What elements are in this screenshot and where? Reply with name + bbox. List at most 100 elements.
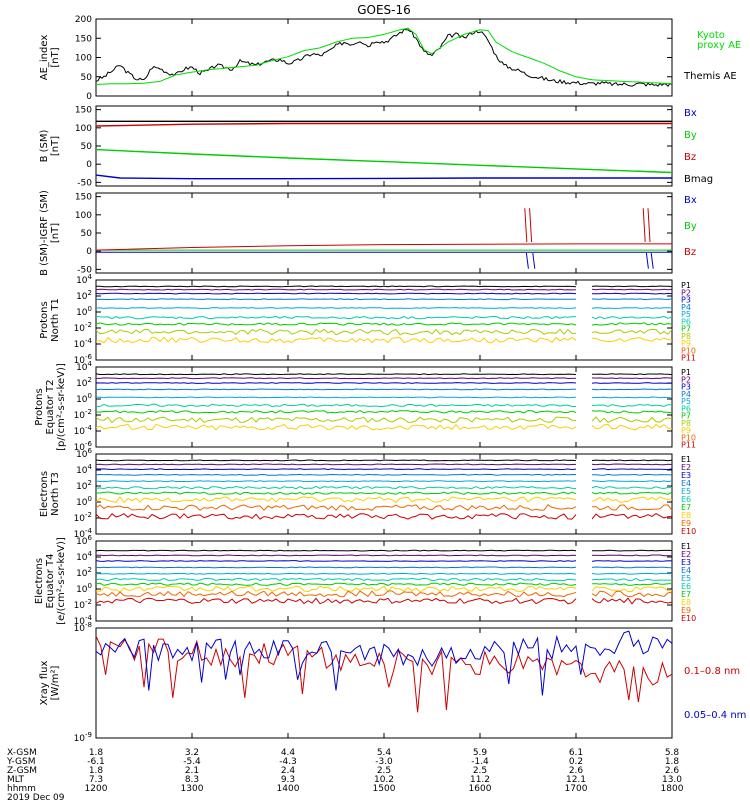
orbit-value: 5.8 [665,748,680,758]
channel-line-e7 [95,582,577,586]
legend-kyoto: Kyoto [697,30,725,41]
channel-line-e6 [95,577,577,582]
channel-line-e2 [591,463,673,466]
spike-mark [642,208,646,243]
orbit-value: -1.4 [471,757,489,767]
legend-channel-e10: E10 [681,527,696,536]
legend-channel-e9: E9 [681,606,691,615]
legend-0-1-0-8-nm: 0.1–0.8 nm [684,666,740,677]
y-tick-label: 10-4 [74,424,93,437]
legend-channel-e10: E10 [681,614,696,623]
channel-line-p7 [95,322,577,326]
panel-frame [95,18,673,97]
panel-bigrf: -50 0 50 100 150 B (SM)-IGRF (SM) [nT] Bx By Bz [39,190,697,276]
legend-0-05-0-4-nm: 0.05–0.4 nm [684,710,746,721]
channel-line-e5 [95,572,577,575]
channel-line-p6 [591,315,673,320]
channel-line-p8 [95,328,577,336]
orbit-row-label: Y-GSM [6,757,35,767]
legend-channel-e5: E5 [681,574,691,583]
orbit-value: 1600 [469,784,492,794]
chart-title: GOES-16 [357,3,411,17]
y-tick-label: 200 [75,15,92,25]
orbit-value: 1.8 [89,766,104,776]
orbit-value: 11.2 [470,775,490,785]
series-line-bz [95,122,672,127]
y-tick-label: 102 [76,479,92,492]
y-tick-label: 100 [75,54,92,64]
panel-frame [95,192,673,274]
channel-line-p2 [591,377,673,380]
orbit-value: 2.6 [665,766,680,776]
y-tick-label: 104 [76,550,92,563]
series-line-themis-ae [95,28,673,87]
y-tick-label: 150 [75,106,92,116]
channel-line-e3 [95,560,577,562]
orbit-table: X-GSM 1.8 3.2 4.4 5.4 5.9 6.1 5.8 Y-GSM -6.1 -5.4 -… [6,748,684,800]
series-line-by [95,148,673,174]
channel-line-e2 [591,554,673,557]
channel-line-p9 [95,423,577,431]
spike-mark [532,252,536,269]
channel-line-e9 [95,504,577,511]
legend-channel-e8: E8 [681,598,691,607]
channel-line-e10 [95,512,577,520]
legend-bx: Bx [684,108,697,119]
channel-line-e2 [95,554,577,557]
channel-line-p6 [591,403,673,408]
orbit-value: 2.5 [377,766,391,776]
y-axis-label: Xray flux [39,661,50,706]
y-tick-label: 100 [75,211,92,221]
channel-line-e4 [95,566,577,569]
channel-line-p4 [95,298,577,301]
legend-channel-p1: P1 [681,368,691,377]
channel-line-p4 [591,298,673,301]
channel-line-e6 [95,485,577,490]
channel-line-p9 [95,336,577,344]
y-axis-label: [e/(cm²-s-sr-keV)] [56,537,67,625]
y-tick-label: -50 [77,265,92,275]
legend-channel-p9: P9 [681,426,691,435]
y-axis-label: Electrons [39,471,50,517]
spike-mark [650,252,654,269]
spike-mark [645,252,649,269]
legend-channel-p4: P4 [681,303,691,312]
channel-line-e4 [591,473,673,476]
y-axis-label: [nT] [50,136,61,156]
orbit-value: 2.4 [281,766,296,776]
channel-line-p7 [591,410,673,414]
orbit-value: 8.3 [185,775,199,785]
channel-line-p3 [591,382,673,384]
legend-channel-p2: P2 [681,375,691,384]
legend-channel-p10: P10 [681,346,696,355]
series-line-bx [95,174,672,180]
channel-line-e1 [95,549,577,552]
series-line-0-05-0-4-nm [95,630,673,696]
legend-channel-p5: P5 [681,397,691,406]
channel-line-e10 [591,597,673,605]
y-axis-label: Equator T2 [45,380,56,435]
orbit-row-label: MLT [7,775,25,785]
channel-line-p4 [95,388,576,391]
legend-channel-p9: P9 [681,339,691,348]
channel-line-e3 [591,468,673,471]
y-axis-label: Protons [34,388,45,425]
legend-bz: Bz [684,247,696,258]
orbit-value: 3.2 [185,748,199,758]
y-axis-label: Protons [39,301,50,338]
channel-line-e5 [591,572,672,575]
y-tick-label: 102 [76,289,92,302]
legend-channel-e1: E1 [681,455,691,464]
orbit-value: 2.5 [473,766,487,776]
channel-line-p6 [95,315,577,320]
y-tick-label: 10-2 [74,408,92,421]
orbit-value: 2.1 [185,766,199,776]
channel-line-p1 [591,285,673,288]
series-line-0-1-0-8-nm [95,635,673,713]
